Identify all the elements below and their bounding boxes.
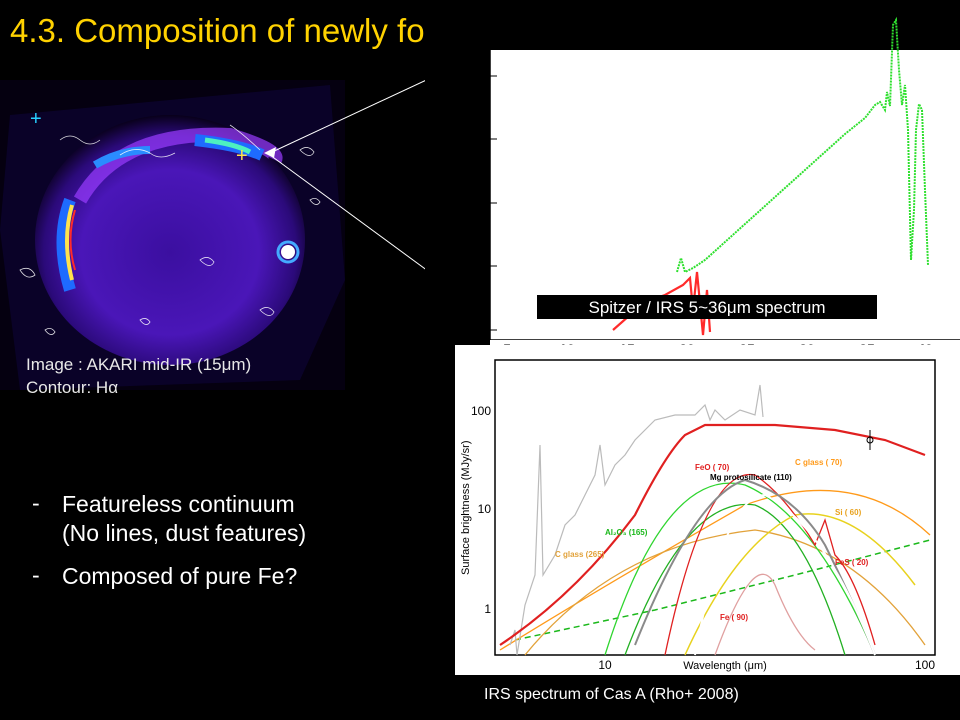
bullet-item-1: - Featureless continuum (No lines, dust … [32,490,306,548]
spitzer-ytick-0: 0 [477,322,485,339]
cas-a-xtick-10: 10 [598,658,612,672]
label-fes: FeS ( 20) [835,558,869,567]
label-si: Si ( 60) [835,508,862,517]
cas-a-data-point [866,436,874,444]
cas-a-ytick-100: 100 [471,404,491,418]
cas-a-xlabel: Wavelength (μm) [683,660,767,672]
cas-a-xtick-100: 100 [915,658,935,672]
cas-a-red-total-model [499,423,926,646]
cas-a-ylabel: Surface brightness (MJy/sr) [460,441,472,575]
cas-a-sed-plot: 100 10 1 Surface brightness (MJy/sr) 10 … [455,345,960,675]
cas-a-green-curves [604,482,876,656]
spitzer-ytick-3: 0.6 [464,131,485,148]
akari-nebula-image: + + [0,80,345,390]
spitzer-ytick-4: 0.8 [464,68,485,85]
cas-a-green-dashed-line [514,539,931,641]
cas-a-caption: IRS spectrum of Cas A (Rho+ 2008) [484,686,739,703]
bullet-dash: - [32,490,40,516]
spitzer-spectrum-plot: 0 0.2 0.4 0.6 0.8 e/s 5 10 15 20 25 30 3… [425,10,960,355]
cas-a-ytick-10: 10 [478,502,492,516]
cas-a-pink-curve [714,573,816,656]
spitzer-green-series [676,16,929,274]
bullet-list: - Featureless continuum (No lines, dust … [32,490,306,605]
bullet-item-2: - Composed of pure Fe? [32,562,306,591]
cas-a-green-curve-2 [624,503,846,656]
cas-a-white-model-curve [694,493,876,656]
svg-text:+: + [30,108,42,130]
spitzer-ylabel: e/s [434,188,451,210]
spitzer-ytick-1: 0.2 [464,258,485,275]
label-al2o3: Al₂O₃ (165) [605,528,648,537]
bullet-2-line1: Composed of pure Fe? [62,563,298,589]
image-caption-line1: Image : AKARI mid-IR (15μm) [26,355,252,374]
bullet-dash: - [32,562,40,588]
bullet-1-line2: (No lines, dust features) [62,520,307,546]
cas-a-orange-curve-2 [524,529,926,656]
cas-a-ytick-1: 1 [484,602,491,616]
spitzer-ytick-2: 0.4 [464,195,486,212]
label-mgproto: Mg protosilicate (110) [710,473,792,482]
label-cglass70: C glass ( 70) [795,458,842,467]
image-caption-line2: Contour: Hα [26,378,119,397]
bullet-1-line1: Featureless continuum [62,491,295,517]
spitzer-plot-label: Spitzer / IRS 5~36μm spectrum [588,298,825,317]
label-feo: FeO ( 70) [695,463,730,472]
label-fe: Fe ( 90) [720,613,748,622]
svg-text:+: + [236,145,248,167]
label-cglass265: C glass (265) [555,550,605,559]
cas-a-observed-spectrum [509,384,764,656]
